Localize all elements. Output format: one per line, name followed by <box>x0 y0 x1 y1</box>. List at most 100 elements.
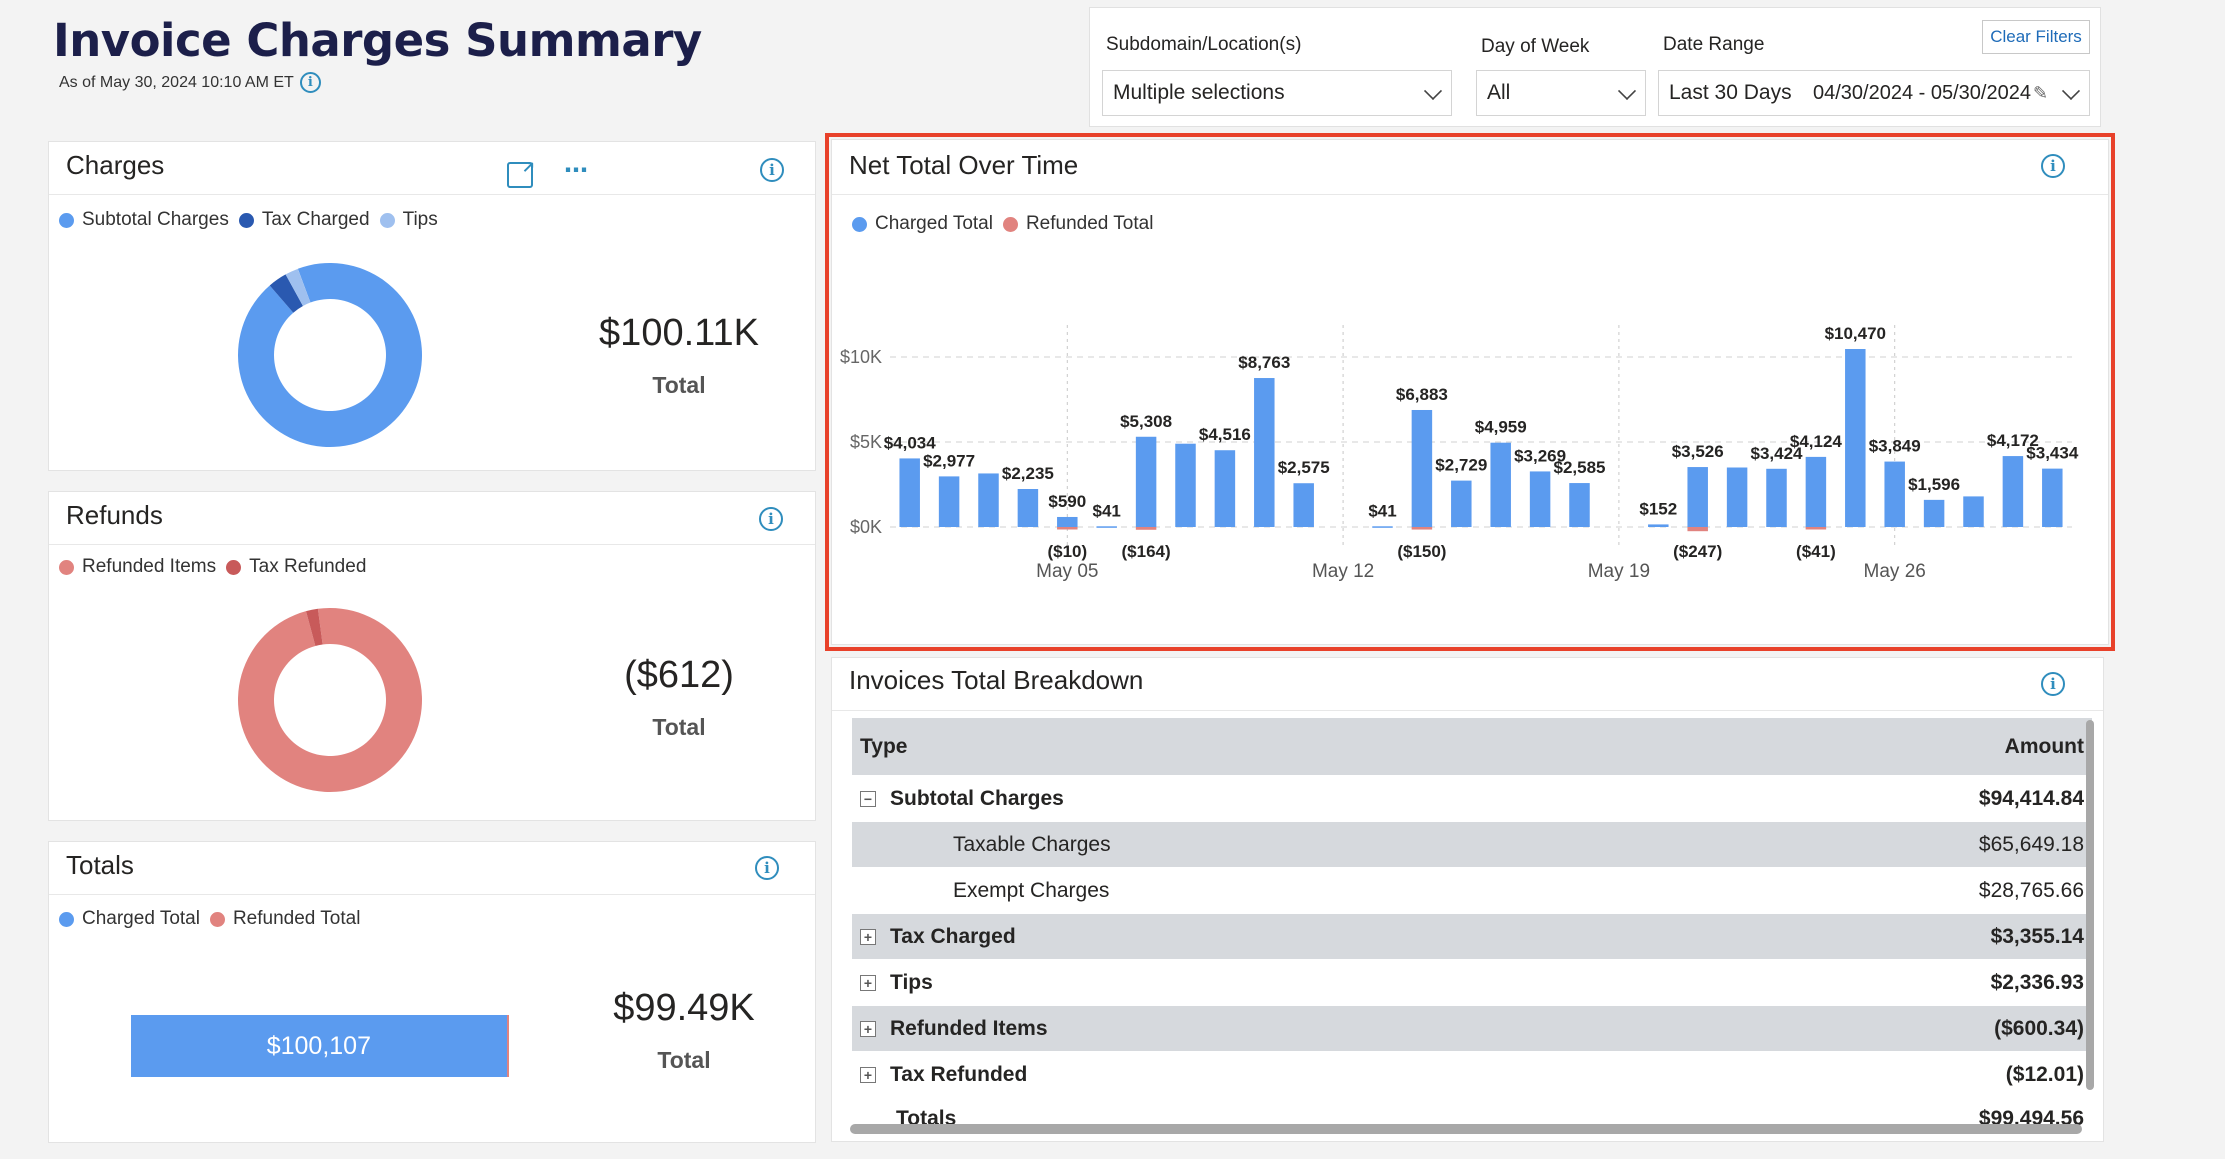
charged-bar[interactable] <box>1884 461 1905 527</box>
breakdown-title: Invoices Total Breakdown <box>849 665 1144 695</box>
totals-total-value: $99.49K <box>613 987 755 1029</box>
charged-bar[interactable] <box>978 473 999 527</box>
more-options-icon[interactable]: ⋯ <box>564 157 588 184</box>
date-range-dropdown[interactable]: Last 30 Days 04/30/2024 - 05/30/2024 ✎ <box>1658 70 2090 116</box>
charged-bar[interactable] <box>1529 471 1551 527</box>
charged-bar[interactable] <box>899 458 920 527</box>
clear-filters-button[interactable]: Clear Filters <box>1982 20 2090 54</box>
dow-dropdown[interactable]: All <box>1476 70 1646 116</box>
row-type: − Subtotal Charges <box>860 787 1064 811</box>
charged-bar[interactable] <box>1057 516 1078 527</box>
refunded-data-label: ($164) <box>1122 542 1171 561</box>
charged-bar[interactable] <box>1175 443 1196 527</box>
charged-bar[interactable] <box>1372 526 1393 528</box>
charged-bar[interactable] <box>1923 499 1945 527</box>
refunded-bar[interactable] <box>1805 527 1827 530</box>
refunds-donut-slice[interactable] <box>306 608 323 646</box>
table-row[interactable]: + Tips $2,336.93 <box>852 960 2092 1006</box>
refunds-donut-slice[interactable] <box>237 608 422 792</box>
totals-amount: $99,494.56 <box>1978 1106 2084 1130</box>
table-row[interactable]: + Tax Refunded ($12.01) <box>852 1052 2092 1098</box>
table-row[interactable]: − Subtotal Charges $94,414.84 <box>852 776 2092 822</box>
info-icon[interactable]: i <box>755 856 779 880</box>
charged-data-label: $2,585 <box>1554 458 1606 477</box>
charged-bar[interactable] <box>1805 456 1827 527</box>
totals-legend: Charged Total Refunded Total <box>59 908 360 930</box>
date-filter-label: Date Range <box>1663 34 1765 55</box>
y-tick-label: $0K <box>850 517 882 537</box>
charged-bar[interactable] <box>1845 349 1866 527</box>
charged-bar[interactable] <box>1293 483 1314 527</box>
charged-bar[interactable] <box>2002 456 2024 527</box>
as-of-timestamp: As of May 30, 2024 10:10 AM ET i <box>59 72 321 93</box>
x-tick-label: May 05 <box>1036 561 1098 582</box>
legend-swatch <box>59 911 74 927</box>
refunded-bar[interactable] <box>1687 527 1708 532</box>
refunded-bar[interactable] <box>1057 527 1078 530</box>
refunded-bar[interactable] <box>1411 527 1433 530</box>
charged-bar[interactable] <box>2042 468 2063 527</box>
horizontal-scrollbar[interactable] <box>850 1124 2082 1134</box>
charges-donut-slice[interactable] <box>238 263 422 447</box>
expand-icon[interactable]: + <box>860 928 876 945</box>
info-icon[interactable]: i <box>299 72 321 93</box>
charged-bar[interactable] <box>1214 450 1236 527</box>
charged-bar[interactable] <box>938 476 960 527</box>
charged-bar[interactable] <box>1411 409 1433 527</box>
chevron-down-icon <box>1617 81 1637 101</box>
info-icon[interactable]: i <box>760 158 784 182</box>
date-range-value: 04/30/2024 - 05/30/2024 <box>1813 81 2031 104</box>
charged-bar[interactable] <box>1687 467 1708 527</box>
charged-data-label: $3,269 <box>1514 446 1566 465</box>
pencil-icon[interactable]: ✎ <box>2033 82 2049 103</box>
table-row[interactable]: Taxable Charges $65,649.18 <box>852 822 2092 868</box>
expand-icon[interactable]: + <box>860 974 876 991</box>
charged-bar[interactable] <box>1766 468 1787 527</box>
row-amount: ($12.01) <box>2005 1062 2084 1086</box>
focus-mode-icon[interactable]: ↗ <box>507 160 535 188</box>
charged-bar[interactable] <box>1017 489 1039 527</box>
charged-bar[interactable] <box>1963 496 1984 527</box>
refunded-bar[interactable] <box>1135 527 1157 530</box>
expand-icon[interactable]: + <box>860 1066 876 1083</box>
expand-icon[interactable]: + <box>860 1020 876 1037</box>
charged-bar[interactable] <box>1451 480 1472 527</box>
charges-donut-slice[interactable] <box>269 274 303 313</box>
collapse-icon[interactable]: − <box>860 790 876 807</box>
col-type-header[interactable]: Type <box>860 734 908 758</box>
charged-data-label: $590 <box>1048 492 1086 511</box>
legend-swatch <box>59 559 74 575</box>
breakdown-card: Invoices Total Breakdown i Type Amount −… <box>831 657 2104 1142</box>
dow-filter-label: Day of Week <box>1481 36 1590 57</box>
charged-data-label: $5,308 <box>1120 412 1172 431</box>
refunds-donut-chart <box>237 608 422 792</box>
info-icon[interactable]: i <box>2041 154 2065 178</box>
info-icon[interactable]: i <box>2041 672 2065 696</box>
legend-swatch <box>852 216 867 232</box>
legend-swatch <box>209 911 225 927</box>
refunded-data-label: ($10) <box>1047 542 1087 561</box>
charges-title: Charges <box>66 150 165 180</box>
charged-bar[interactable] <box>1648 524 1669 527</box>
location-dropdown[interactable]: Multiple selections <box>1102 70 1452 116</box>
table-row[interactable]: + Refunded Items ($600.34) <box>852 1006 2092 1052</box>
info-icon[interactable]: i <box>759 507 783 531</box>
row-type-label: Tax Charged <box>890 924 1016 948</box>
charged-bar[interactable] <box>1569 483 1590 527</box>
charged-bar[interactable] <box>1490 442 1511 527</box>
charged-bar[interactable] <box>1135 436 1157 527</box>
charged-bar[interactable] <box>1096 526 1117 528</box>
net-total-legend: Charged Total Refunded Total <box>852 213 1153 235</box>
charges-donut-slice[interactable] <box>285 268 311 306</box>
vertical-scrollbar[interactable] <box>2086 720 2094 1090</box>
table-row[interactable]: + Tax Charged $3,355.14 <box>852 914 2092 960</box>
charged-bar[interactable] <box>1726 467 1748 528</box>
totals-bar: $100,107 <box>131 1015 509 1077</box>
divider <box>49 894 815 895</box>
row-type-label: Tips <box>890 970 933 994</box>
col-amount-header[interactable]: Amount <box>2004 734 2084 758</box>
charged-bar[interactable] <box>1254 378 1275 527</box>
filter-panel: Subdomain/Location(s) Multiple selection… <box>1089 7 2101 127</box>
table-row[interactable]: Exempt Charges $28,765.66 <box>852 868 2092 914</box>
legend-label: Subtotal Charges <box>82 209 229 230</box>
